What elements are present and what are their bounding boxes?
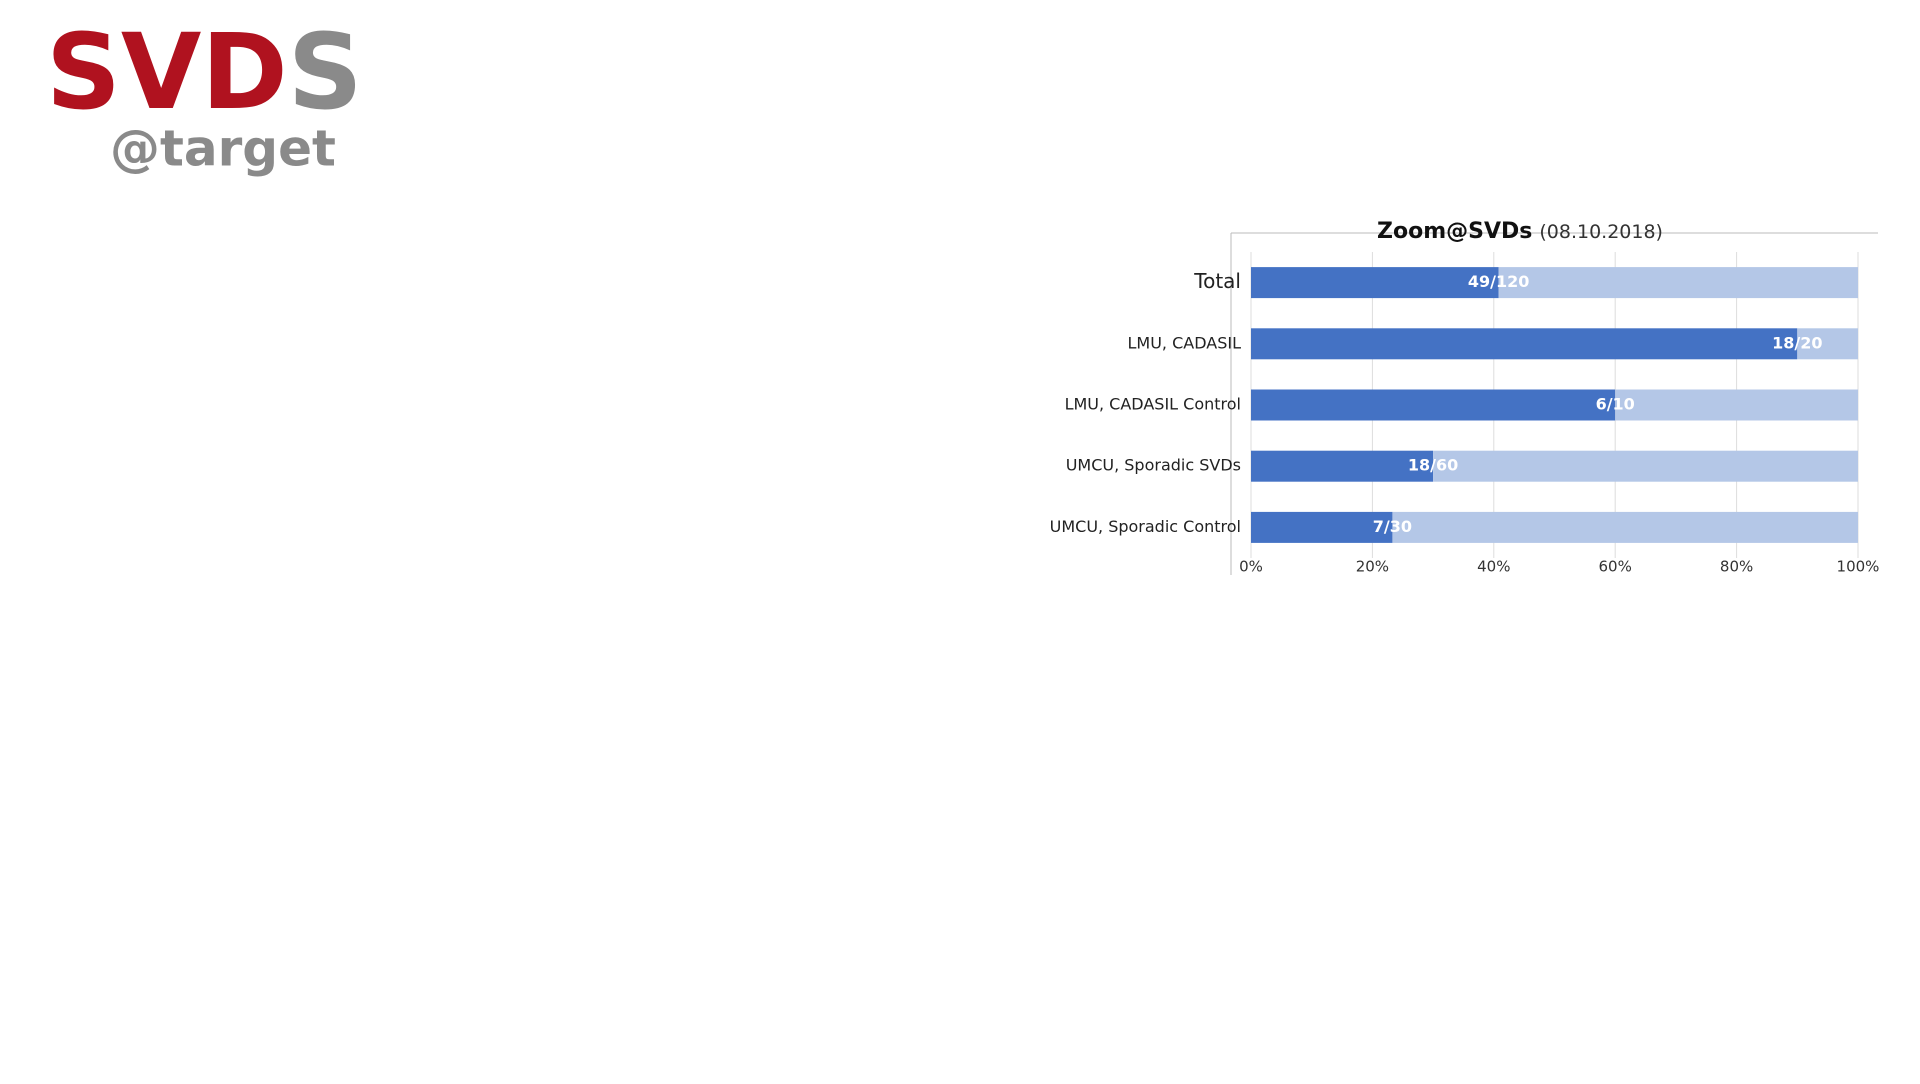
- logo-sub: @target: [110, 120, 336, 178]
- bar-annotation: 18/60: [1408, 456, 1458, 475]
- bar-annotation: 6/10: [1596, 395, 1635, 414]
- y-tick-label: Total: [1193, 269, 1241, 293]
- bar-segment: [1251, 267, 1499, 299]
- y-tick-label: LMU, CADASIL Control: [1065, 395, 1241, 414]
- logo: SVDS @target: [46, 11, 363, 177]
- logo-gray: S: [288, 11, 363, 133]
- x-tick-label: 0%: [1239, 558, 1263, 576]
- bar-segment: [1615, 389, 1858, 421]
- y-tick-label: LMU, CADASIL: [1128, 333, 1242, 352]
- bar-segment: [1498, 267, 1858, 299]
- x-tick-label: 80%: [1720, 558, 1753, 576]
- bar-annotation: 7/30: [1373, 517, 1412, 536]
- y-tick-label: UMCU, Sporadic Control: [1050, 517, 1241, 536]
- bar-segment: [1251, 328, 1798, 360]
- x-tick-label: 20%: [1356, 558, 1389, 576]
- logo-red: SVD: [46, 11, 288, 133]
- title: Zoom@SVDs: [1377, 219, 1532, 244]
- logo-text: SVDS: [46, 11, 363, 133]
- bar-segment: [1251, 511, 1393, 543]
- x-tick-label: 60%: [1599, 558, 1632, 576]
- y-tick-label: UMCU, Sporadic SVDs: [1066, 456, 1241, 475]
- chart-title: Zoom@SVDs (08.10.2018): [1377, 219, 1663, 244]
- bar-segment: [1392, 511, 1858, 543]
- bar-segment: [1797, 328, 1858, 360]
- bar-annotation: 49/120: [1468, 272, 1530, 291]
- bar-annotation: 18/20: [1772, 333, 1822, 352]
- x-tick-label: 40%: [1477, 558, 1510, 576]
- bar-segment: [1433, 450, 1858, 482]
- bar-segment: [1251, 389, 1616, 421]
- bar-segment: [1251, 450, 1434, 482]
- x-tick-label: 100%: [1837, 558, 1880, 576]
- subtitle: (08.10.2018): [1539, 221, 1663, 243]
